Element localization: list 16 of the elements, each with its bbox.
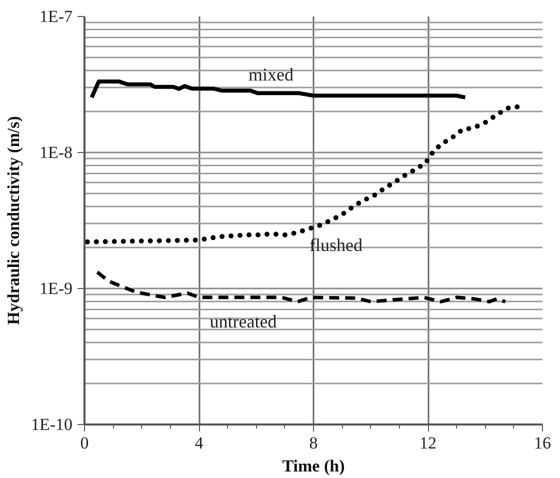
series-label: flushed bbox=[309, 235, 362, 256]
line-series bbox=[96, 270, 508, 304]
series-label: untreated bbox=[210, 311, 277, 332]
y-axis-title: Hydraulic conductivity (m/s) bbox=[4, 116, 23, 325]
x-tick-label: 0 bbox=[80, 434, 89, 452]
y-tick-label: 1E-8 bbox=[39, 143, 72, 162]
x-axis-title: Time (h) bbox=[282, 456, 345, 476]
y-tick-label: 1E-10 bbox=[30, 415, 72, 434]
series-label: mixed bbox=[248, 64, 294, 85]
x-tick-label: 12 bbox=[420, 434, 436, 452]
x-tick-label: 4 bbox=[194, 434, 204, 452]
x-tick-label: 8 bbox=[309, 434, 318, 452]
line-series bbox=[90, 79, 468, 100]
x-tick-label: 16 bbox=[534, 434, 551, 452]
y-tick-label: 1E-7 bbox=[39, 7, 73, 26]
y-tick-label: 1E-9 bbox=[39, 279, 72, 298]
